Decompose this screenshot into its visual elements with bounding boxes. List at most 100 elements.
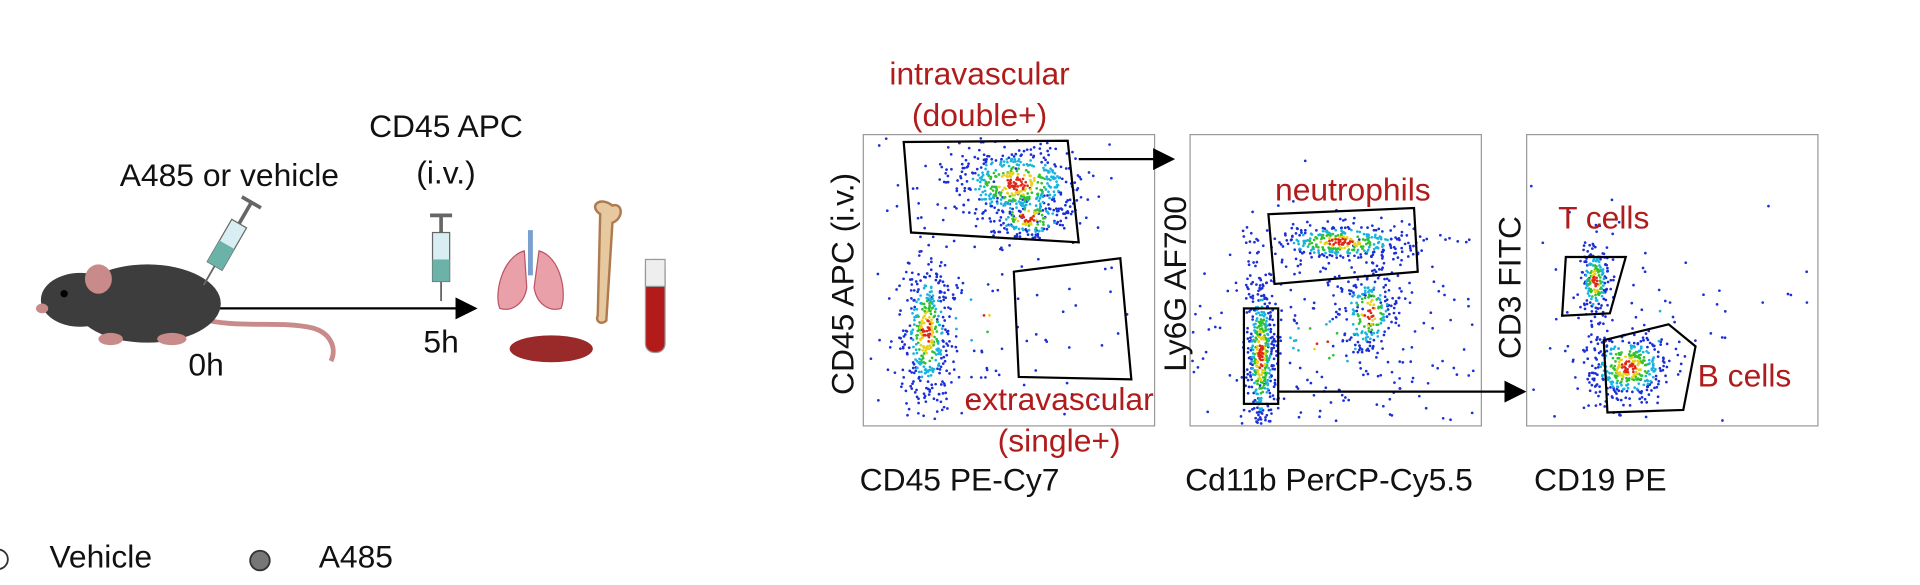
event-dot — [1258, 384, 1262, 387]
event-dot — [1644, 415, 1648, 419]
event-dot — [1376, 335, 1380, 338]
event-dot — [1292, 241, 1296, 245]
event-dot — [967, 162, 970, 166]
event-dot — [1403, 297, 1407, 300]
event-dot — [1633, 355, 1637, 359]
event-dot — [1389, 229, 1393, 232]
event-dot — [1309, 381, 1313, 385]
event-dot — [1405, 234, 1409, 237]
event-dot — [1364, 331, 1367, 335]
event-dot — [1380, 216, 1383, 220]
event-dot — [1029, 180, 1033, 184]
event-dot — [1371, 344, 1375, 348]
event-dot — [935, 410, 939, 413]
event-dot — [919, 235, 922, 239]
event-dot — [1020, 265, 1024, 268]
event-dot — [1643, 397, 1647, 401]
event-dot — [1387, 326, 1390, 330]
event-dot — [1037, 175, 1041, 178]
event-dot — [921, 336, 924, 340]
event-dot — [1259, 380, 1263, 384]
gate — [1602, 323, 1697, 414]
event-dot — [914, 342, 918, 346]
event-dot — [1410, 291, 1414, 294]
event-dot — [1388, 243, 1392, 246]
event-dot — [1304, 228, 1307, 232]
event-dot — [1044, 209, 1048, 213]
event-dot — [1613, 364, 1617, 368]
event-dot — [1244, 297, 1248, 300]
event-dot — [1357, 238, 1361, 241]
event-dot — [1626, 382, 1630, 386]
event-dot — [1078, 175, 1082, 179]
event-dot — [1312, 301, 1316, 305]
event-dot — [901, 368, 905, 372]
event-dot — [954, 335, 958, 338]
event-dot — [1249, 332, 1253, 336]
event-dot — [994, 159, 998, 162]
event-dot — [1721, 419, 1724, 422]
event-dot — [1019, 189, 1023, 193]
event-dot — [1010, 224, 1014, 228]
gate-label: neutrophils — [1275, 172, 1431, 208]
event-dot — [1376, 374, 1380, 378]
x-axis-label: CD45 PE-Cy7 — [860, 462, 1060, 498]
event-dot — [1364, 339, 1368, 342]
event-dot — [1611, 318, 1614, 322]
event-dot — [1355, 251, 1359, 254]
event-dot — [924, 368, 927, 371]
event-dot — [915, 307, 919, 311]
event-dot — [1334, 247, 1337, 250]
event-dot — [914, 348, 918, 352]
event-dot — [1025, 230, 1029, 233]
event-dot — [1610, 364, 1613, 367]
legend-label: Vehicle — [49, 539, 152, 575]
event-dot — [924, 275, 927, 279]
event-dot — [1263, 297, 1266, 301]
event-dot — [1392, 251, 1396, 255]
event-dot — [1033, 176, 1036, 180]
event-dot — [971, 171, 975, 175]
event-dot — [1600, 269, 1603, 273]
event-dot — [930, 318, 933, 321]
event-dot — [1064, 167, 1068, 170]
event-dot — [1263, 362, 1267, 366]
event-dot — [1244, 376, 1248, 379]
event-dot — [1381, 266, 1384, 270]
event-dot — [884, 137, 888, 141]
event-dot — [998, 185, 1001, 189]
event-dot — [979, 137, 983, 140]
event-dot — [1246, 337, 1250, 340]
event-dot — [1260, 294, 1263, 298]
event-dot — [1617, 389, 1621, 393]
event-dot — [1052, 208, 1056, 212]
event-dot — [977, 198, 981, 201]
event-dot — [1016, 219, 1020, 223]
event-dot — [1650, 389, 1653, 392]
event-dot — [921, 354, 924, 358]
event-dot — [1315, 243, 1318, 246]
event-dot — [1252, 261, 1255, 264]
event-dot — [1584, 260, 1588, 264]
event-dot — [1039, 152, 1043, 155]
event-dot — [1356, 278, 1360, 281]
event-dot — [1256, 382, 1259, 386]
event-dot — [946, 332, 950, 336]
event-dot — [996, 202, 999, 205]
event-dot — [1589, 340, 1593, 344]
event-dot — [909, 384, 913, 388]
event-dot — [1369, 337, 1372, 341]
blood-tube — [644, 258, 666, 354]
time-start: 0h — [188, 347, 223, 383]
event-dot — [975, 167, 979, 171]
event-dot — [1360, 350, 1364, 354]
event-dot — [1068, 287, 1071, 291]
event-dot — [1249, 348, 1253, 352]
event-dot — [918, 348, 921, 351]
event-dot — [1598, 224, 1602, 228]
event-dot — [1035, 187, 1039, 190]
event-dot — [1679, 362, 1683, 366]
event-dot — [930, 383, 934, 387]
event-dot — [1007, 164, 1011, 168]
event-dot — [1624, 362, 1628, 366]
